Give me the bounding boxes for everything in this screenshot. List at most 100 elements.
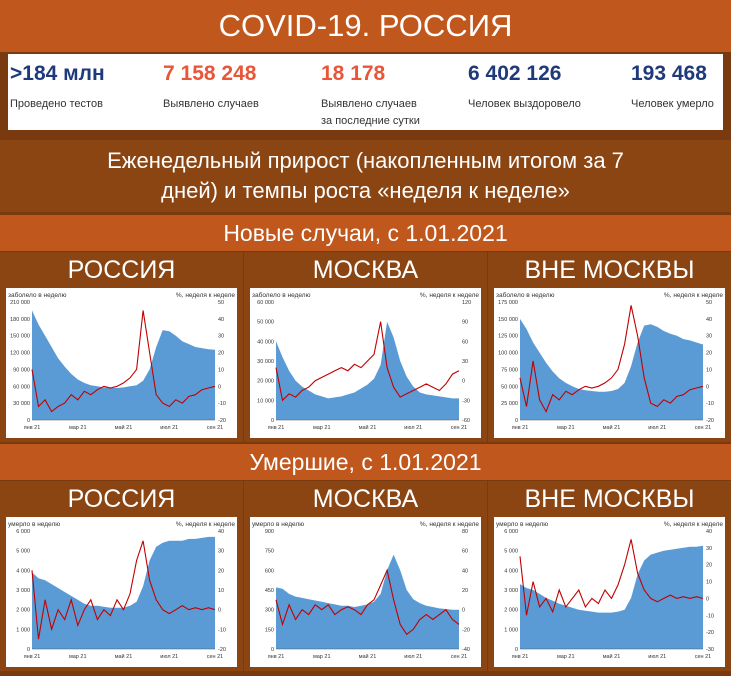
panel-cases-russia: РОССИЯ заболело в неделю %, неделя к неде… bbox=[0, 252, 243, 442]
stat-value: 18 178 bbox=[321, 62, 386, 85]
y2-tick-label: -20 bbox=[462, 627, 470, 633]
x-tick-label: мар 21 bbox=[313, 425, 331, 431]
stat-label: Человек выздоровело bbox=[468, 98, 581, 110]
y-tick-label: 0 bbox=[271, 647, 274, 653]
left-axis-label: заболело в неделю bbox=[8, 291, 67, 299]
left-axis-label: умерло в неделю bbox=[252, 521, 304, 528]
chart-deaths-outside-moscow: умерло в неделю %, неделя к неделе 0 1 000 2… bbox=[494, 517, 725, 667]
series-area bbox=[520, 318, 703, 420]
x-tick-label: мар 21 bbox=[557, 654, 575, 660]
y2-tick-label: 40 bbox=[218, 317, 224, 323]
panel-title: МОСКВА bbox=[312, 256, 419, 284]
stat-value: 6 402 126 bbox=[468, 62, 562, 85]
y2-tick-label: -20 bbox=[218, 418, 226, 424]
y2-tick-label: 40 bbox=[462, 568, 468, 574]
x-tick-label: май 21 bbox=[603, 424, 621, 431]
y-tick-label: 150 000 bbox=[10, 334, 30, 340]
stat-label: Выявлено случаев за последние сутки bbox=[321, 98, 420, 127]
x-tick-label: май 21 bbox=[603, 653, 621, 660]
panel-title: МОСКВА bbox=[312, 485, 419, 513]
y2-tick-label: 40 bbox=[706, 529, 712, 535]
panel-title: РОССИЯ bbox=[67, 485, 176, 513]
y2-tick-label: -10 bbox=[706, 401, 714, 407]
right-axis-label: %, неделя к неделе bbox=[664, 292, 723, 299]
x-tick-label: мар 21 bbox=[557, 425, 575, 431]
y-tick-label: 30 000 bbox=[13, 401, 30, 407]
y2-tick-label: -20 bbox=[706, 418, 714, 424]
chart-cases-outside-moscow: заболело в неделю %, неделя к неделе 0 25 0… bbox=[494, 288, 725, 438]
stat-value: 7 158 248 bbox=[163, 62, 257, 85]
left-axis-label: заболело в неделю bbox=[496, 291, 555, 299]
right-axis-label: %, неделя к неделе bbox=[664, 521, 723, 528]
stat-label: Проведено тестов bbox=[10, 98, 103, 110]
y2-tick-label: -30 bbox=[462, 398, 470, 404]
y2-tick-label: 0 bbox=[218, 384, 221, 390]
panel-deaths-russia: РОССИЯ умерло в неделю %, неделя к неделе… bbox=[0, 481, 243, 671]
page-title: COVID-19. РОССИЯ bbox=[0, 0, 731, 52]
y-tick-label: 40 000 bbox=[257, 339, 274, 345]
x-tick-label: июл 21 bbox=[160, 654, 178, 660]
right-axis-label: %, неделя к неделе bbox=[420, 521, 479, 528]
y-tick-label: 2 000 bbox=[16, 608, 30, 614]
x-tick-label: мар 21 bbox=[69, 425, 87, 431]
x-tick-label: май 21 bbox=[115, 653, 133, 660]
series-line bbox=[519, 539, 704, 616]
stat-value: 193 468 bbox=[631, 62, 707, 85]
y2-tick-label: 40 bbox=[706, 317, 712, 323]
y2-tick-label: 20 bbox=[218, 351, 224, 357]
y2-tick-label: 0 bbox=[706, 384, 709, 390]
y2-tick-label: -10 bbox=[218, 627, 226, 633]
y2-tick-label: 60 bbox=[462, 549, 468, 555]
y-tick-label: 600 bbox=[265, 568, 274, 574]
y2-tick-label: 80 bbox=[462, 529, 468, 535]
y2-tick-label: 40 bbox=[218, 529, 224, 535]
y-tick-label: 175 000 bbox=[498, 300, 518, 306]
y-tick-label: 3 000 bbox=[504, 588, 518, 594]
panel-cases-outside-moscow: ВНЕ МОСКВЫ заболело в неделю %, неделя к … bbox=[488, 252, 731, 442]
left-axis-label: заболело в неделю bbox=[252, 291, 311, 299]
y2-tick-label: 90 bbox=[462, 320, 468, 326]
y-tick-label: 10 000 bbox=[257, 398, 274, 404]
x-tick-label: июл 21 bbox=[404, 654, 422, 660]
panel-title: РОССИЯ bbox=[67, 256, 176, 284]
y-tick-label: 4 000 bbox=[504, 568, 518, 574]
y2-tick-label: 20 bbox=[218, 568, 224, 574]
y2-tick-label: -60 bbox=[462, 418, 470, 424]
x-tick-label: сен 21 bbox=[207, 654, 224, 660]
x-tick-label: сен 21 bbox=[695, 425, 712, 431]
y-tick-label: 50 000 bbox=[257, 320, 274, 326]
y-tick-label: 60 000 bbox=[13, 384, 30, 390]
x-tick-label: мар 21 bbox=[313, 654, 331, 660]
y2-tick-label: 20 bbox=[706, 351, 712, 357]
x-tick-label: янв 21 bbox=[268, 654, 285, 660]
y2-tick-label: -40 bbox=[462, 647, 470, 653]
x-tick-label: мар 21 bbox=[69, 654, 87, 660]
section-title-deaths: Умершие, с 1.01.2021 bbox=[0, 444, 731, 480]
left-axis-label: умерло в неделю bbox=[8, 521, 60, 528]
x-tick-label: янв 21 bbox=[24, 425, 41, 431]
x-tick-label: янв 21 bbox=[24, 654, 41, 660]
x-tick-label: июл 21 bbox=[648, 425, 666, 431]
y-tick-label: 50 000 bbox=[501, 384, 518, 390]
chart-deaths-russia: умерло в неделю %, неделя к неделе 0 1 000 2… bbox=[6, 517, 237, 667]
series-line bbox=[31, 310, 216, 413]
y2-tick-label: 0 bbox=[462, 608, 465, 614]
y-tick-label: 300 bbox=[265, 608, 274, 614]
y-tick-label: 100 000 bbox=[498, 351, 518, 357]
y2-tick-label: 20 bbox=[462, 588, 468, 594]
y2-tick-label: 30 bbox=[706, 546, 712, 552]
x-tick-label: янв 21 bbox=[512, 654, 529, 660]
y2-tick-label: 120 bbox=[462, 300, 471, 306]
x-tick-label: сен 21 bbox=[451, 654, 468, 660]
y-tick-label: 1 000 bbox=[504, 627, 518, 633]
left-axis-label: умерло в неделю bbox=[496, 521, 548, 528]
x-tick-label: сен 21 bbox=[451, 425, 468, 431]
y2-tick-label: -10 bbox=[218, 401, 226, 407]
y-tick-label: 90 000 bbox=[13, 367, 30, 373]
stat-label: Выявлено случаев bbox=[163, 98, 259, 110]
y2-tick-label: -10 bbox=[706, 613, 714, 619]
y-tick-label: 450 bbox=[265, 588, 274, 594]
chart-deaths-moscow: умерло в неделю %, неделя к неделе 0 150 300… bbox=[250, 517, 481, 667]
y2-tick-label: 50 bbox=[706, 300, 712, 306]
